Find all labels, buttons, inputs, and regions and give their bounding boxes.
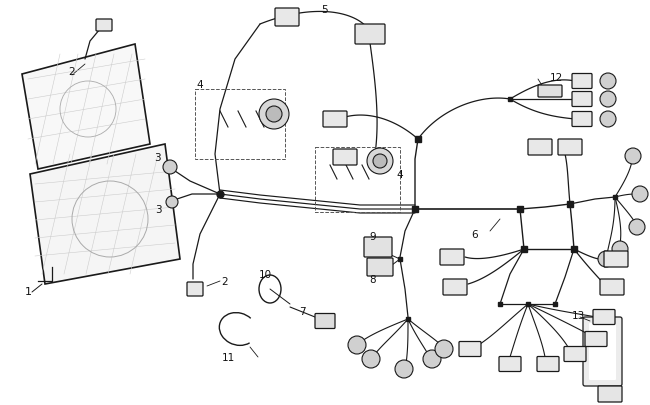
FancyBboxPatch shape	[585, 332, 607, 347]
Text: 8: 8	[370, 274, 376, 284]
Text: 2: 2	[69, 67, 75, 77]
Text: 1: 1	[25, 286, 31, 296]
Text: 4: 4	[396, 170, 403, 179]
FancyBboxPatch shape	[367, 258, 393, 276]
FancyBboxPatch shape	[558, 140, 582, 156]
FancyBboxPatch shape	[315, 314, 335, 329]
Polygon shape	[22, 45, 150, 170]
Circle shape	[629, 220, 645, 235]
FancyBboxPatch shape	[564, 347, 586, 362]
Text: 12: 12	[549, 73, 563, 83]
Text: 7: 7	[299, 306, 305, 316]
Circle shape	[367, 149, 393, 175]
FancyBboxPatch shape	[593, 310, 615, 325]
FancyBboxPatch shape	[275, 9, 299, 27]
Text: 3: 3	[153, 153, 161, 162]
Circle shape	[362, 350, 380, 368]
FancyBboxPatch shape	[537, 357, 559, 371]
FancyBboxPatch shape	[538, 86, 562, 98]
Polygon shape	[30, 145, 180, 284]
Text: 3: 3	[155, 205, 161, 215]
Circle shape	[625, 149, 641, 164]
Circle shape	[348, 336, 366, 354]
FancyBboxPatch shape	[355, 25, 385, 45]
Text: 6: 6	[472, 230, 478, 239]
Circle shape	[600, 92, 616, 108]
FancyBboxPatch shape	[572, 112, 592, 127]
FancyBboxPatch shape	[600, 279, 624, 295]
FancyBboxPatch shape	[528, 140, 552, 156]
Text: 10: 10	[259, 269, 272, 279]
Bar	[315, 148, 400, 213]
Circle shape	[259, 100, 289, 130]
FancyBboxPatch shape	[333, 149, 357, 166]
FancyBboxPatch shape	[323, 112, 347, 128]
Circle shape	[435, 340, 453, 358]
Circle shape	[612, 241, 628, 257]
Circle shape	[598, 252, 614, 267]
Circle shape	[163, 161, 177, 175]
FancyBboxPatch shape	[604, 252, 628, 267]
FancyBboxPatch shape	[440, 249, 464, 265]
FancyBboxPatch shape	[583, 317, 622, 386]
Text: 11: 11	[222, 352, 235, 362]
FancyBboxPatch shape	[572, 74, 592, 89]
Circle shape	[600, 74, 616, 90]
FancyBboxPatch shape	[96, 20, 112, 32]
FancyBboxPatch shape	[598, 386, 622, 402]
FancyBboxPatch shape	[443, 279, 467, 295]
FancyBboxPatch shape	[459, 342, 481, 357]
Circle shape	[423, 350, 441, 368]
Circle shape	[373, 155, 387, 168]
Circle shape	[395, 360, 413, 378]
Text: 9: 9	[370, 231, 376, 241]
Text: 5: 5	[322, 5, 328, 15]
Text: 2: 2	[222, 276, 228, 286]
FancyBboxPatch shape	[187, 282, 203, 296]
Circle shape	[166, 196, 178, 209]
FancyBboxPatch shape	[499, 357, 521, 371]
Text: 13: 13	[571, 310, 584, 320]
FancyBboxPatch shape	[572, 92, 592, 107]
Circle shape	[600, 112, 616, 128]
Circle shape	[266, 107, 282, 123]
FancyBboxPatch shape	[364, 237, 392, 257]
Text: 4: 4	[197, 80, 203, 90]
FancyBboxPatch shape	[589, 323, 616, 380]
Circle shape	[632, 187, 648, 202]
Bar	[195, 90, 285, 160]
